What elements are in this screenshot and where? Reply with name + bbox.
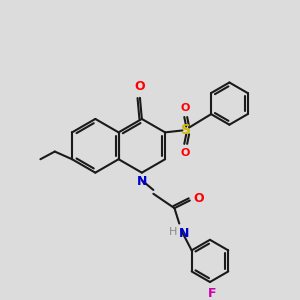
Text: O: O — [135, 80, 145, 93]
Text: F: F — [208, 287, 216, 300]
Text: N: N — [137, 175, 147, 188]
Text: O: O — [181, 148, 190, 158]
Text: O: O — [194, 192, 204, 205]
Text: S: S — [181, 124, 191, 137]
Text: H: H — [169, 227, 178, 237]
Text: O: O — [181, 103, 190, 113]
Text: N: N — [179, 227, 190, 240]
